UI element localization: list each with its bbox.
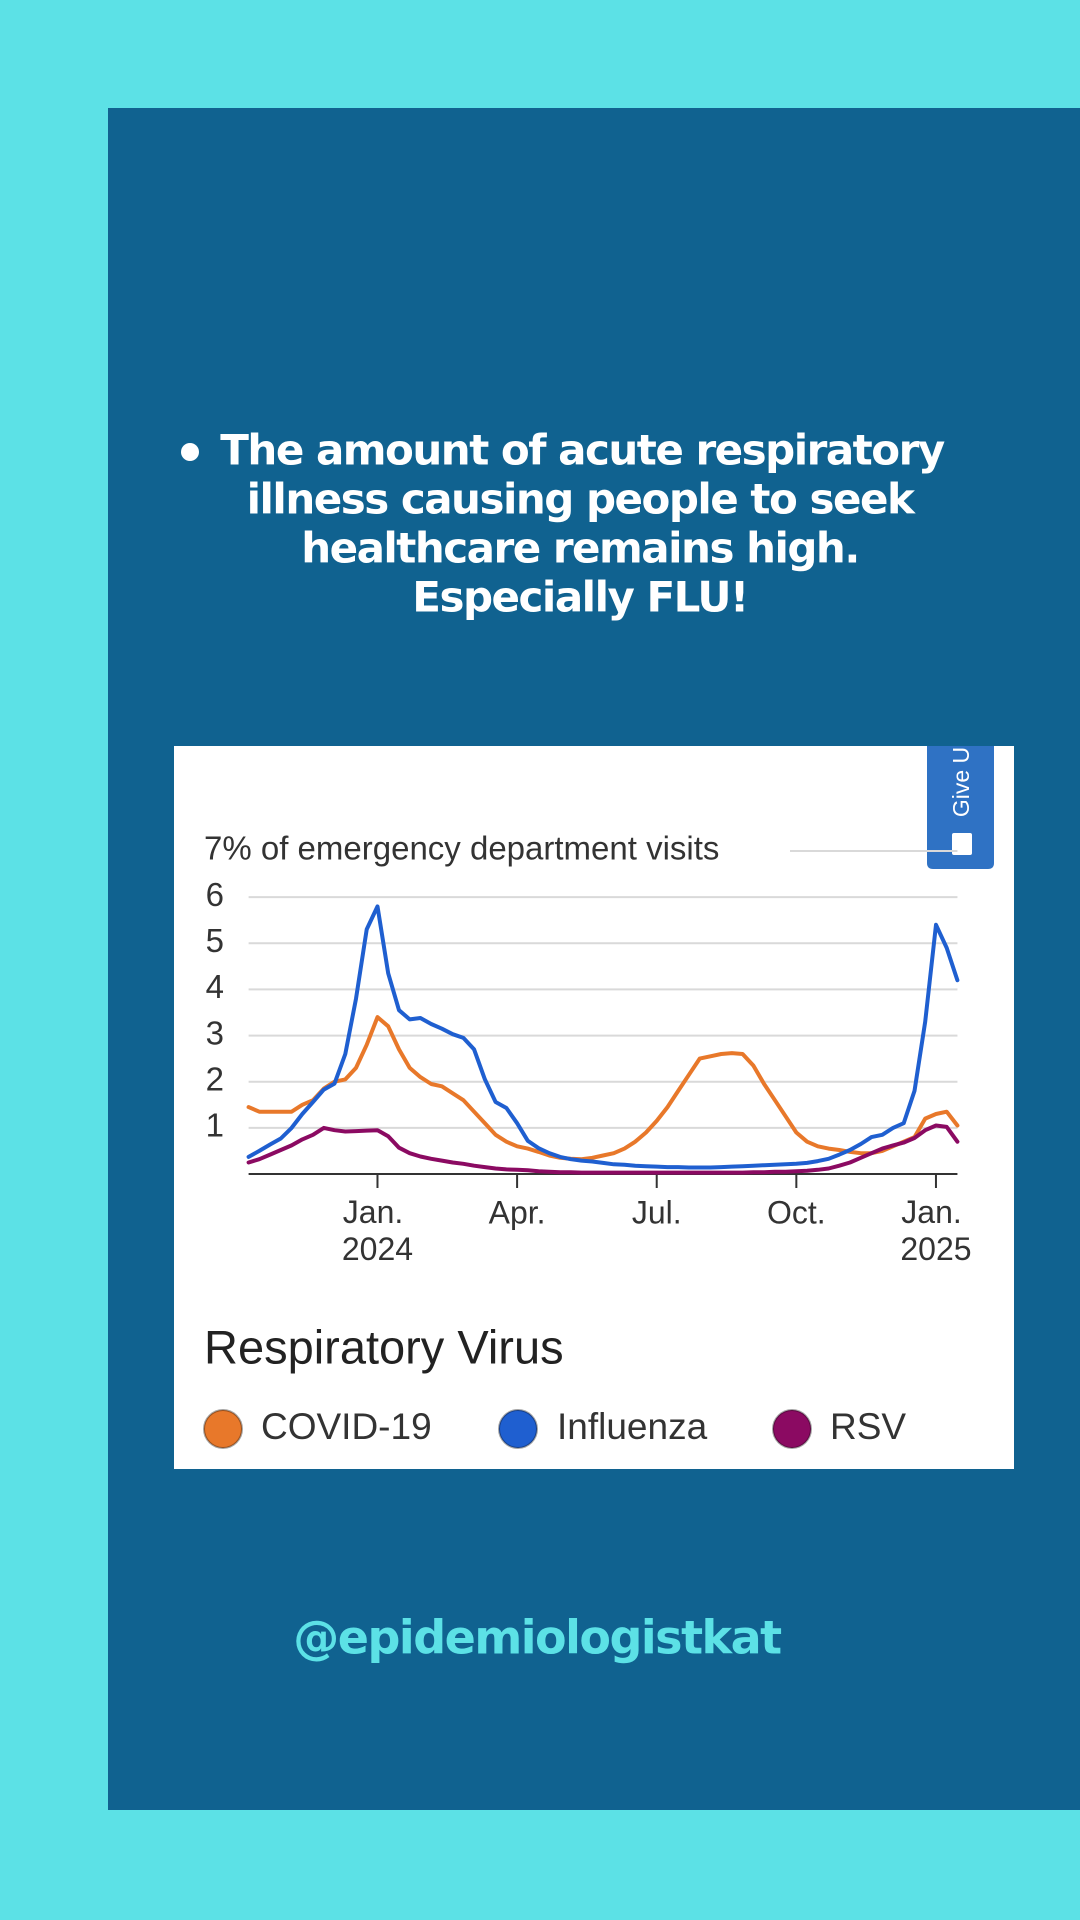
- legend-label: COVID-19: [261, 1406, 432, 1447]
- x-tick-label: Jan. 2024: [342, 1194, 413, 1267]
- y-tick-label: 2: [206, 1060, 224, 1097]
- legend-swatch: [203, 1409, 243, 1449]
- x-tick-label: Jul.: [632, 1194, 682, 1230]
- y-tick-label: 1: [206, 1107, 224, 1144]
- legend-swatch: [772, 1409, 812, 1449]
- chart: 1 2 3 4 5 6 7% of emergency department visits J…: [204, 830, 972, 1268]
- series-line: [246, 904, 960, 1170]
- y-axis-label: 7% of emergency department visits: [204, 830, 719, 867]
- bullet-dot: [181, 443, 199, 461]
- feedback-tab[interactable]: [927, 746, 994, 869]
- feedback-label[interactable]: Give U: [948, 747, 974, 817]
- series-line: [246, 1015, 960, 1162]
- bullet-line: Especially FLU!: [412, 573, 747, 622]
- bullet-line: illness causing people to seek: [247, 475, 916, 524]
- series-line: [246, 1123, 960, 1175]
- y-tick-label: 6: [206, 876, 224, 913]
- legend-swatch: [498, 1409, 538, 1449]
- legend-label: RSV: [830, 1406, 906, 1447]
- x-tick-label: Apr.: [489, 1194, 546, 1230]
- y-tick-label: 4: [206, 968, 224, 1005]
- x-tick-label: Oct.: [767, 1194, 826, 1230]
- y-tick-label: 3: [206, 1014, 224, 1051]
- legend-label: Influenza: [557, 1406, 708, 1447]
- legend-title: Respiratory Virus: [204, 1320, 564, 1373]
- feedback-icon: [952, 833, 972, 855]
- chart-card: [174, 746, 1014, 1469]
- y-tick-label: 5: [206, 922, 224, 959]
- bullet-line: The amount of acute respiratory: [220, 426, 945, 475]
- bullet-text: The amount of acute respiratory illness …: [220, 426, 946, 622]
- bullet-line: healthcare remains high.: [301, 524, 859, 573]
- handle: @epidemiologistkat: [293, 1611, 781, 1665]
- x-tick-label: Jan. 2025: [900, 1194, 971, 1267]
